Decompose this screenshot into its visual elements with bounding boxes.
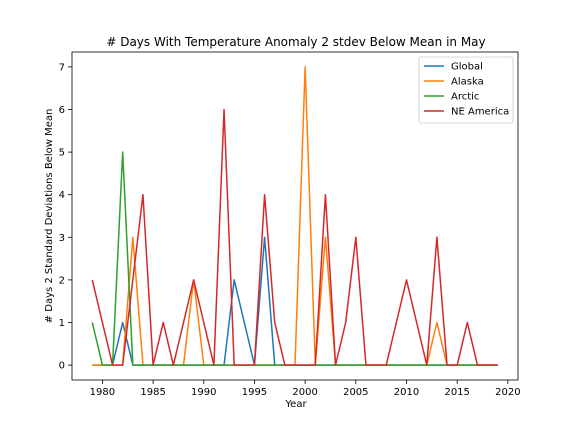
- legend-label: Global: [451, 62, 483, 73]
- y-tick-label: 0: [59, 361, 65, 372]
- y-tick-label: 2: [59, 275, 65, 286]
- x-tick-label: 1980: [90, 387, 115, 398]
- y-tick-label: 5: [59, 148, 65, 159]
- x-tick-label: 2020: [495, 387, 520, 398]
- x-tick-label: 2015: [444, 387, 469, 398]
- x-tick-label: 2000: [292, 387, 317, 398]
- x-tick-label: 2010: [394, 387, 419, 398]
- y-axis-label: # Days 2 Standard Deviations Below Mean: [44, 109, 55, 324]
- y-tick-label: 6: [59, 105, 65, 116]
- chart-title: # Days With Temperature Anomaly 2 stdev …: [106, 35, 485, 49]
- legend-label: NE America: [451, 107, 509, 118]
- y-tick-label: 4: [59, 190, 65, 201]
- x-tick-label: 1985: [140, 387, 165, 398]
- y-tick-label: 3: [59, 233, 65, 244]
- y-tick-label: 1: [59, 318, 65, 329]
- x-axis-label: Year: [284, 399, 307, 410]
- x-tick-label: 1990: [191, 387, 216, 398]
- x-tick-label: 1995: [242, 387, 267, 398]
- legend: Global Alaska Arctic NE America: [419, 57, 513, 123]
- legend-label: Arctic: [451, 92, 479, 103]
- legend-label: Alaska: [451, 77, 484, 88]
- x-tick-label: 2005: [343, 387, 368, 398]
- y-tick-label: 7: [59, 62, 65, 73]
